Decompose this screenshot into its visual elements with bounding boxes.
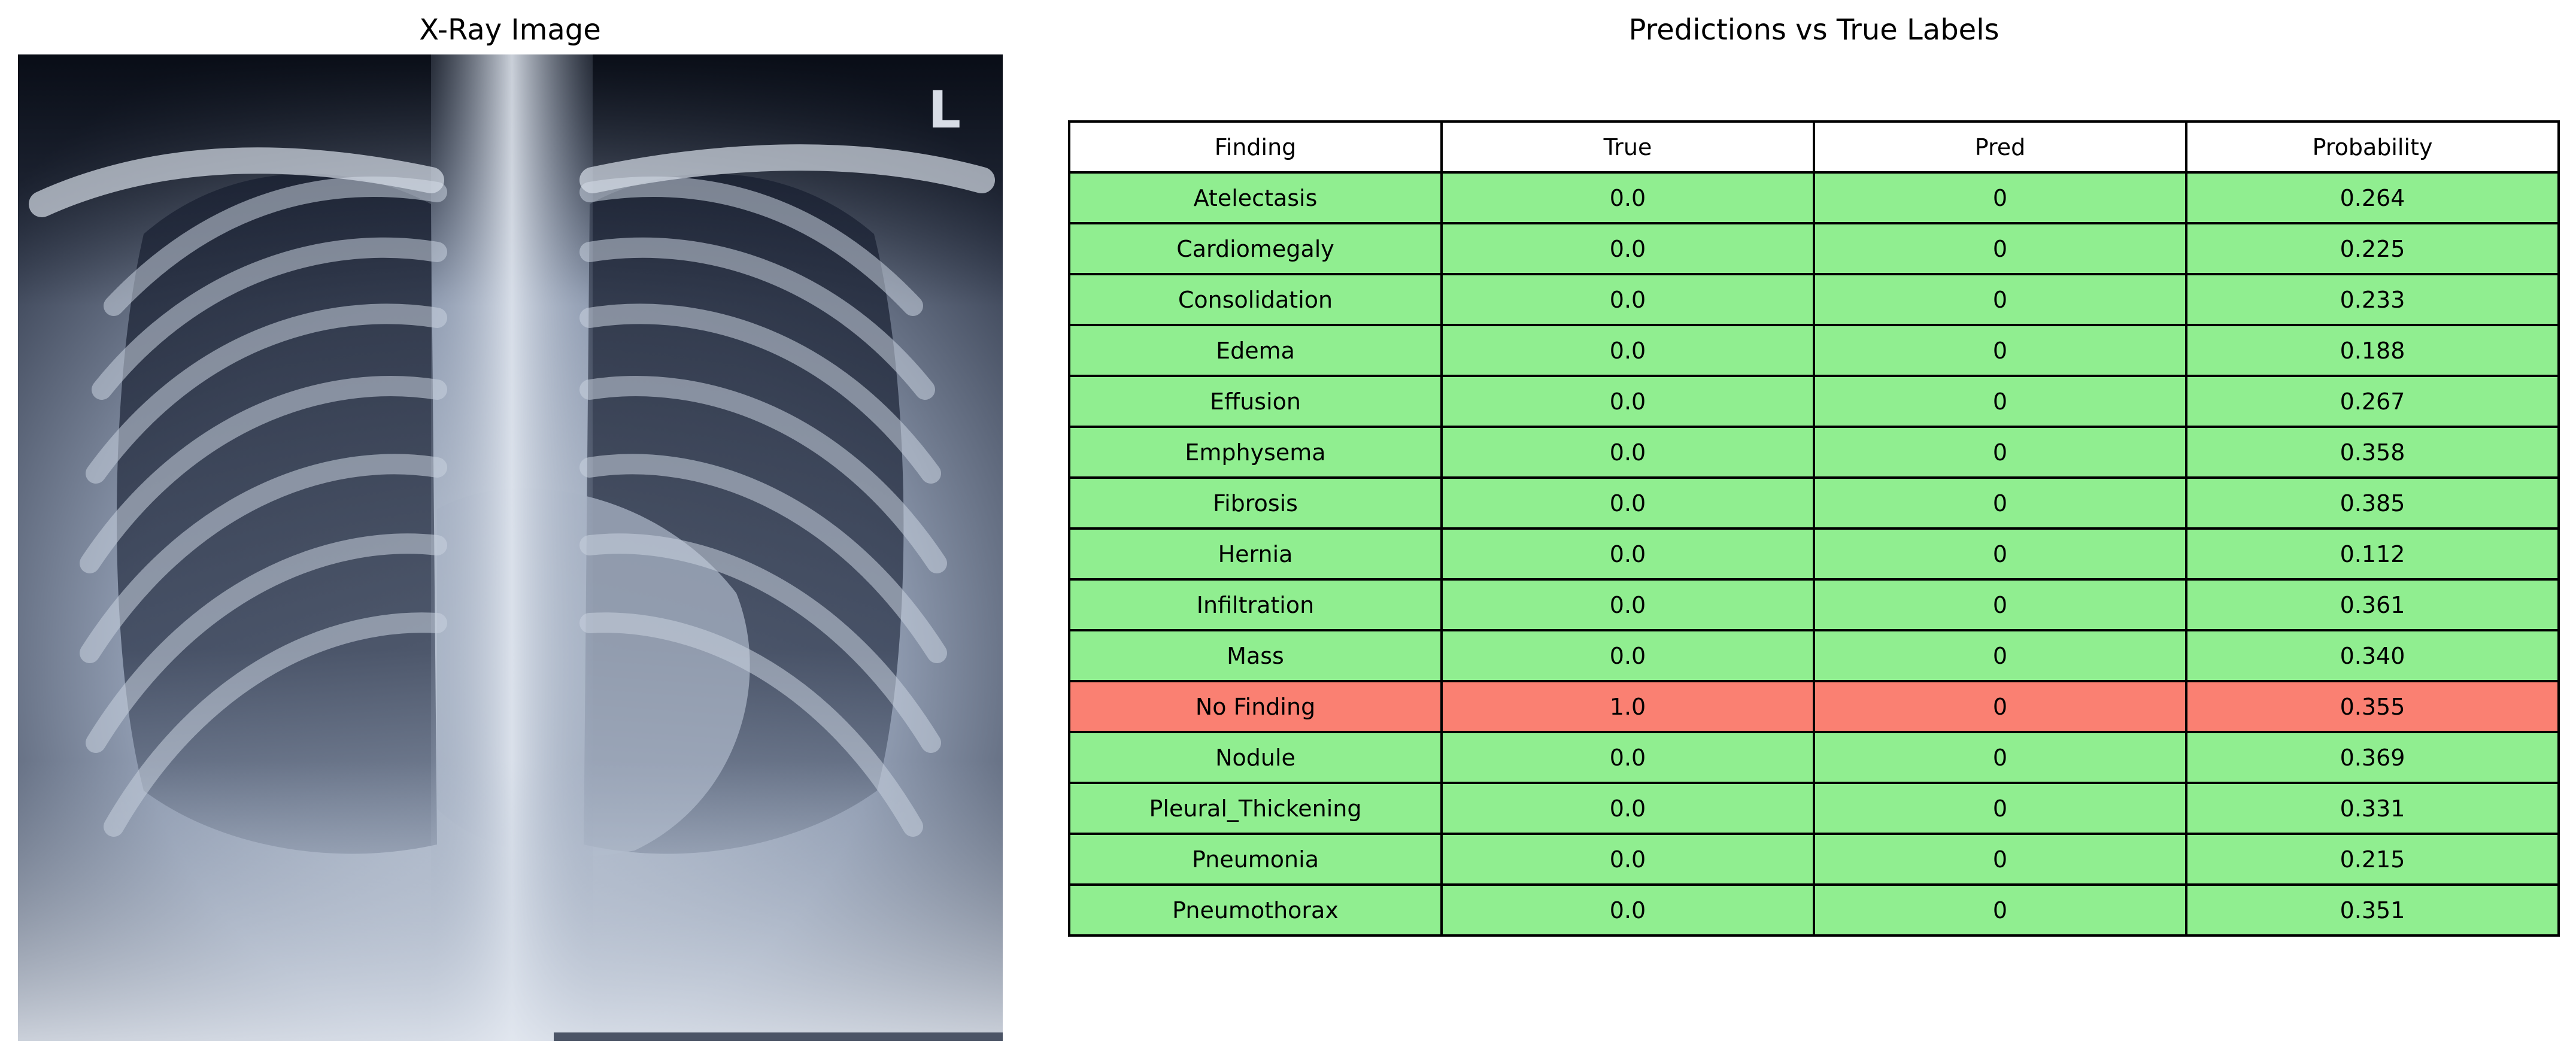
column-header-true: True xyxy=(1440,120,1815,174)
column-header-probability: Probability xyxy=(2185,120,2560,174)
cell-true: 0.0 xyxy=(1440,782,1815,835)
cell-probability: 0.331 xyxy=(2185,782,2560,835)
cell-pred: 0 xyxy=(1813,375,2187,428)
cell-finding: Nodule xyxy=(1068,731,1443,784)
cell-probability: 0.188 xyxy=(2185,324,2560,377)
table-row: Effusion 0.0 0 0.267 xyxy=(1068,375,2560,428)
cell-finding: Edema xyxy=(1068,324,1443,377)
cell-pred: 0 xyxy=(1813,273,2187,326)
cell-finding: Pneumonia xyxy=(1068,833,1443,886)
cell-true: 0.0 xyxy=(1440,171,1815,224)
cell-true: 0.0 xyxy=(1440,731,1815,784)
cell-probability: 0.351 xyxy=(2185,883,2560,937)
cell-pred: 0 xyxy=(1813,578,2187,631)
table-row: Cardiomegaly 0.0 0 0.225 xyxy=(1068,222,2560,275)
table-panel-title: Predictions vs True Labels xyxy=(1628,13,1999,47)
cell-pred: 0 xyxy=(1813,527,2187,581)
cell-probability: 0.340 xyxy=(2185,629,2560,682)
cell-pred: 0 xyxy=(1813,426,2187,479)
cell-true: 0.0 xyxy=(1440,578,1815,631)
table-row: Hernia 0.0 0 0.112 xyxy=(1068,527,2560,581)
cell-true: 0.0 xyxy=(1440,476,1815,530)
column-header-finding: Finding xyxy=(1068,120,1443,174)
table-row: Infiltration 0.0 0 0.361 xyxy=(1068,578,2560,631)
table-row: Pneumonia 0.0 0 0.215 xyxy=(1068,833,2560,886)
cell-pred: 0 xyxy=(1813,833,2187,886)
xray-side-marker: L xyxy=(928,80,961,140)
cell-pred: 0 xyxy=(1813,476,2187,530)
cell-pred: 0 xyxy=(1813,324,2187,377)
cell-probability: 0.215 xyxy=(2185,833,2560,886)
table-row: Pneumothorax 0.0 0 0.351 xyxy=(1068,883,2560,937)
cell-true: 0.0 xyxy=(1440,222,1815,275)
cell-finding: Pneumothorax xyxy=(1068,883,1443,937)
cell-finding: Atelectasis xyxy=(1068,171,1443,224)
cell-true: 0.0 xyxy=(1440,833,1815,886)
xray-image: L xyxy=(18,54,1003,1041)
cell-true: 0.0 xyxy=(1440,324,1815,377)
cell-probability: 0.361 xyxy=(2185,578,2560,631)
cell-probability: 0.358 xyxy=(2185,426,2560,479)
cell-true: 0.0 xyxy=(1440,375,1815,428)
cell-probability: 0.112 xyxy=(2185,527,2560,581)
cell-pred: 0 xyxy=(1813,629,2187,682)
cell-finding: Consolidation xyxy=(1068,273,1443,326)
xray-illustration xyxy=(18,54,1003,1041)
cell-true: 0.0 xyxy=(1440,426,1815,479)
cell-finding: No Finding xyxy=(1068,680,1443,733)
cell-finding: Mass xyxy=(1068,629,1443,682)
cell-pred: 0 xyxy=(1813,680,2187,733)
cell-probability: 0.267 xyxy=(2185,375,2560,428)
table-row: Pleural_Thickening 0.0 0 0.331 xyxy=(1068,782,2560,835)
cell-probability: 0.264 xyxy=(2185,171,2560,224)
cell-probability: 0.369 xyxy=(2185,731,2560,784)
table-row: Consolidation 0.0 0 0.233 xyxy=(1068,273,2560,326)
cell-pred: 0 xyxy=(1813,171,2187,224)
table-row: Mass 0.0 0 0.340 xyxy=(1068,629,2560,682)
cell-true: 0.0 xyxy=(1440,273,1815,326)
cell-true: 0.0 xyxy=(1440,883,1815,937)
cell-probability: 0.385 xyxy=(2185,476,2560,530)
cell-finding: Emphysema xyxy=(1068,426,1443,479)
cell-finding: Fibrosis xyxy=(1068,476,1443,530)
cell-pred: 0 xyxy=(1813,731,2187,784)
cell-pred: 0 xyxy=(1813,782,2187,835)
cell-finding: Infiltration xyxy=(1068,578,1443,631)
cell-true: 1.0 xyxy=(1440,680,1815,733)
table-header-row: Finding True Pred Probability xyxy=(1068,120,2560,174)
cell-true: 0.0 xyxy=(1440,527,1815,581)
cell-pred: 0 xyxy=(1813,222,2187,275)
cell-finding: Cardiomegaly xyxy=(1068,222,1443,275)
table-row: No Finding 1.0 0 0.355 xyxy=(1068,680,2560,733)
cell-finding: Effusion xyxy=(1068,375,1443,428)
cell-probability: 0.225 xyxy=(2185,222,2560,275)
cell-probability: 0.233 xyxy=(2185,273,2560,326)
table-row: Nodule 0.0 0 0.369 xyxy=(1068,731,2560,784)
cell-pred: 0 xyxy=(1813,883,2187,937)
table-row: Emphysema 0.0 0 0.358 xyxy=(1068,426,2560,479)
table-row: Fibrosis 0.0 0 0.385 xyxy=(1068,476,2560,530)
table-row: Edema 0.0 0 0.188 xyxy=(1068,324,2560,377)
results-table: Finding True Pred Probability Atelectasi… xyxy=(1068,120,2560,937)
xray-panel-title: X-Ray Image xyxy=(419,13,601,47)
cell-finding: Hernia xyxy=(1068,527,1443,581)
column-header-pred: Pred xyxy=(1813,120,2187,174)
table-row: Atelectasis 0.0 0 0.264 xyxy=(1068,171,2560,224)
cell-probability: 0.355 xyxy=(2185,680,2560,733)
cell-finding: Pleural_Thickening xyxy=(1068,782,1443,835)
cell-true: 0.0 xyxy=(1440,629,1815,682)
